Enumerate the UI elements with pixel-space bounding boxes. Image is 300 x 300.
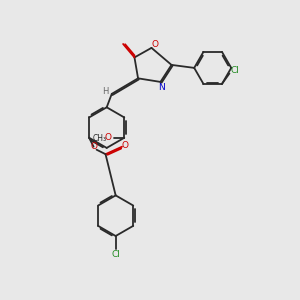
Text: O: O <box>152 40 159 50</box>
Text: Cl: Cl <box>230 66 239 75</box>
Text: O: O <box>105 133 112 142</box>
Text: Cl: Cl <box>111 250 120 259</box>
Text: CH₃: CH₃ <box>93 134 107 143</box>
Text: O: O <box>90 142 97 151</box>
Text: N: N <box>159 83 165 92</box>
Text: H: H <box>102 87 108 96</box>
Text: O: O <box>122 141 128 150</box>
